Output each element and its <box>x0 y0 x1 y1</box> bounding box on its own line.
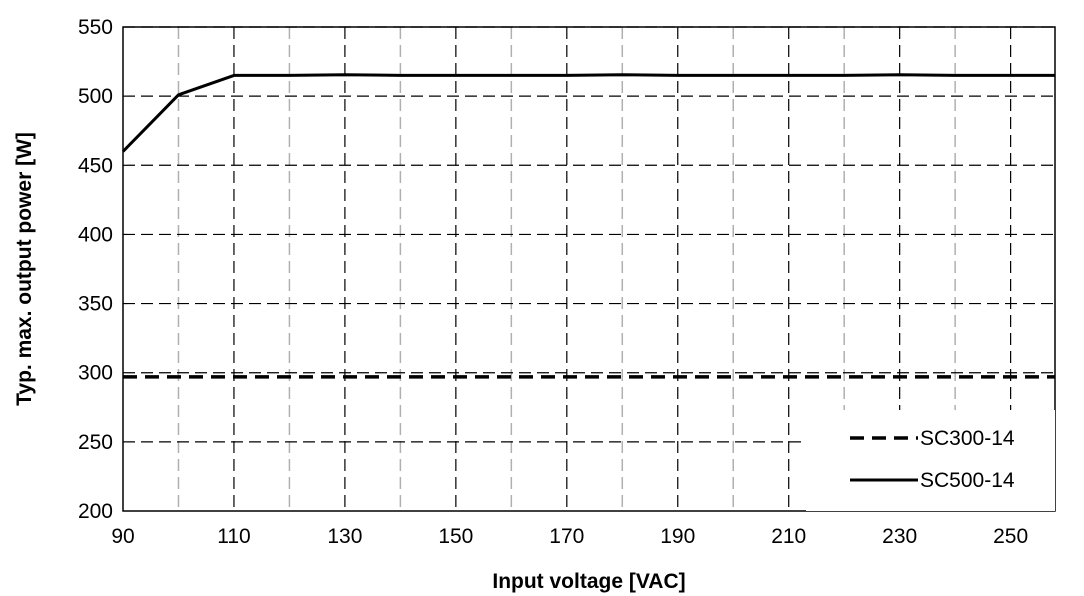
x-tick-label: 250 <box>993 525 1028 548</box>
legend-label-sc300-14: SC300-14 <box>920 427 1015 450</box>
legend: SC300-14 SC500-14 <box>806 410 1055 511</box>
x-tick-label: 150 <box>438 525 473 548</box>
tick-labels: 90 110 130 150 170 190 210 230 250 200 250 300 350 40… <box>78 16 1028 548</box>
plot-area-border <box>122 26 1056 512</box>
x-axis-title: Input voltage [VAC] <box>492 570 685 593</box>
x-tick-label: 130 <box>327 525 362 548</box>
y-tick-label: 300 <box>78 362 113 385</box>
y-tick-label: 250 <box>78 431 113 454</box>
x-tick-label: 210 <box>771 525 806 548</box>
y-tick-label: 500 <box>78 85 113 108</box>
y-tick-label: 550 <box>78 16 113 39</box>
series-line-sc500-14 <box>121 73 1055 153</box>
legend-label-sc500-14: SC500-14 <box>920 469 1015 492</box>
x-tick-label: 230 <box>882 525 917 548</box>
series-lines <box>121 73 1055 379</box>
x-tick-label: 90 <box>111 525 134 548</box>
x-tick-label: 190 <box>660 525 695 548</box>
x-tick-label: 110 <box>217 525 250 548</box>
x-tick-label: 170 <box>549 525 584 548</box>
y-axis-title: Typ. max. output power [W] <box>13 132 36 406</box>
y-tick-label: 350 <box>78 293 113 316</box>
legend-box <box>806 410 1055 511</box>
y-tick-label: 200 <box>78 500 113 523</box>
y-tick-label: 400 <box>78 223 113 246</box>
y-tick-label: 450 <box>78 154 113 177</box>
